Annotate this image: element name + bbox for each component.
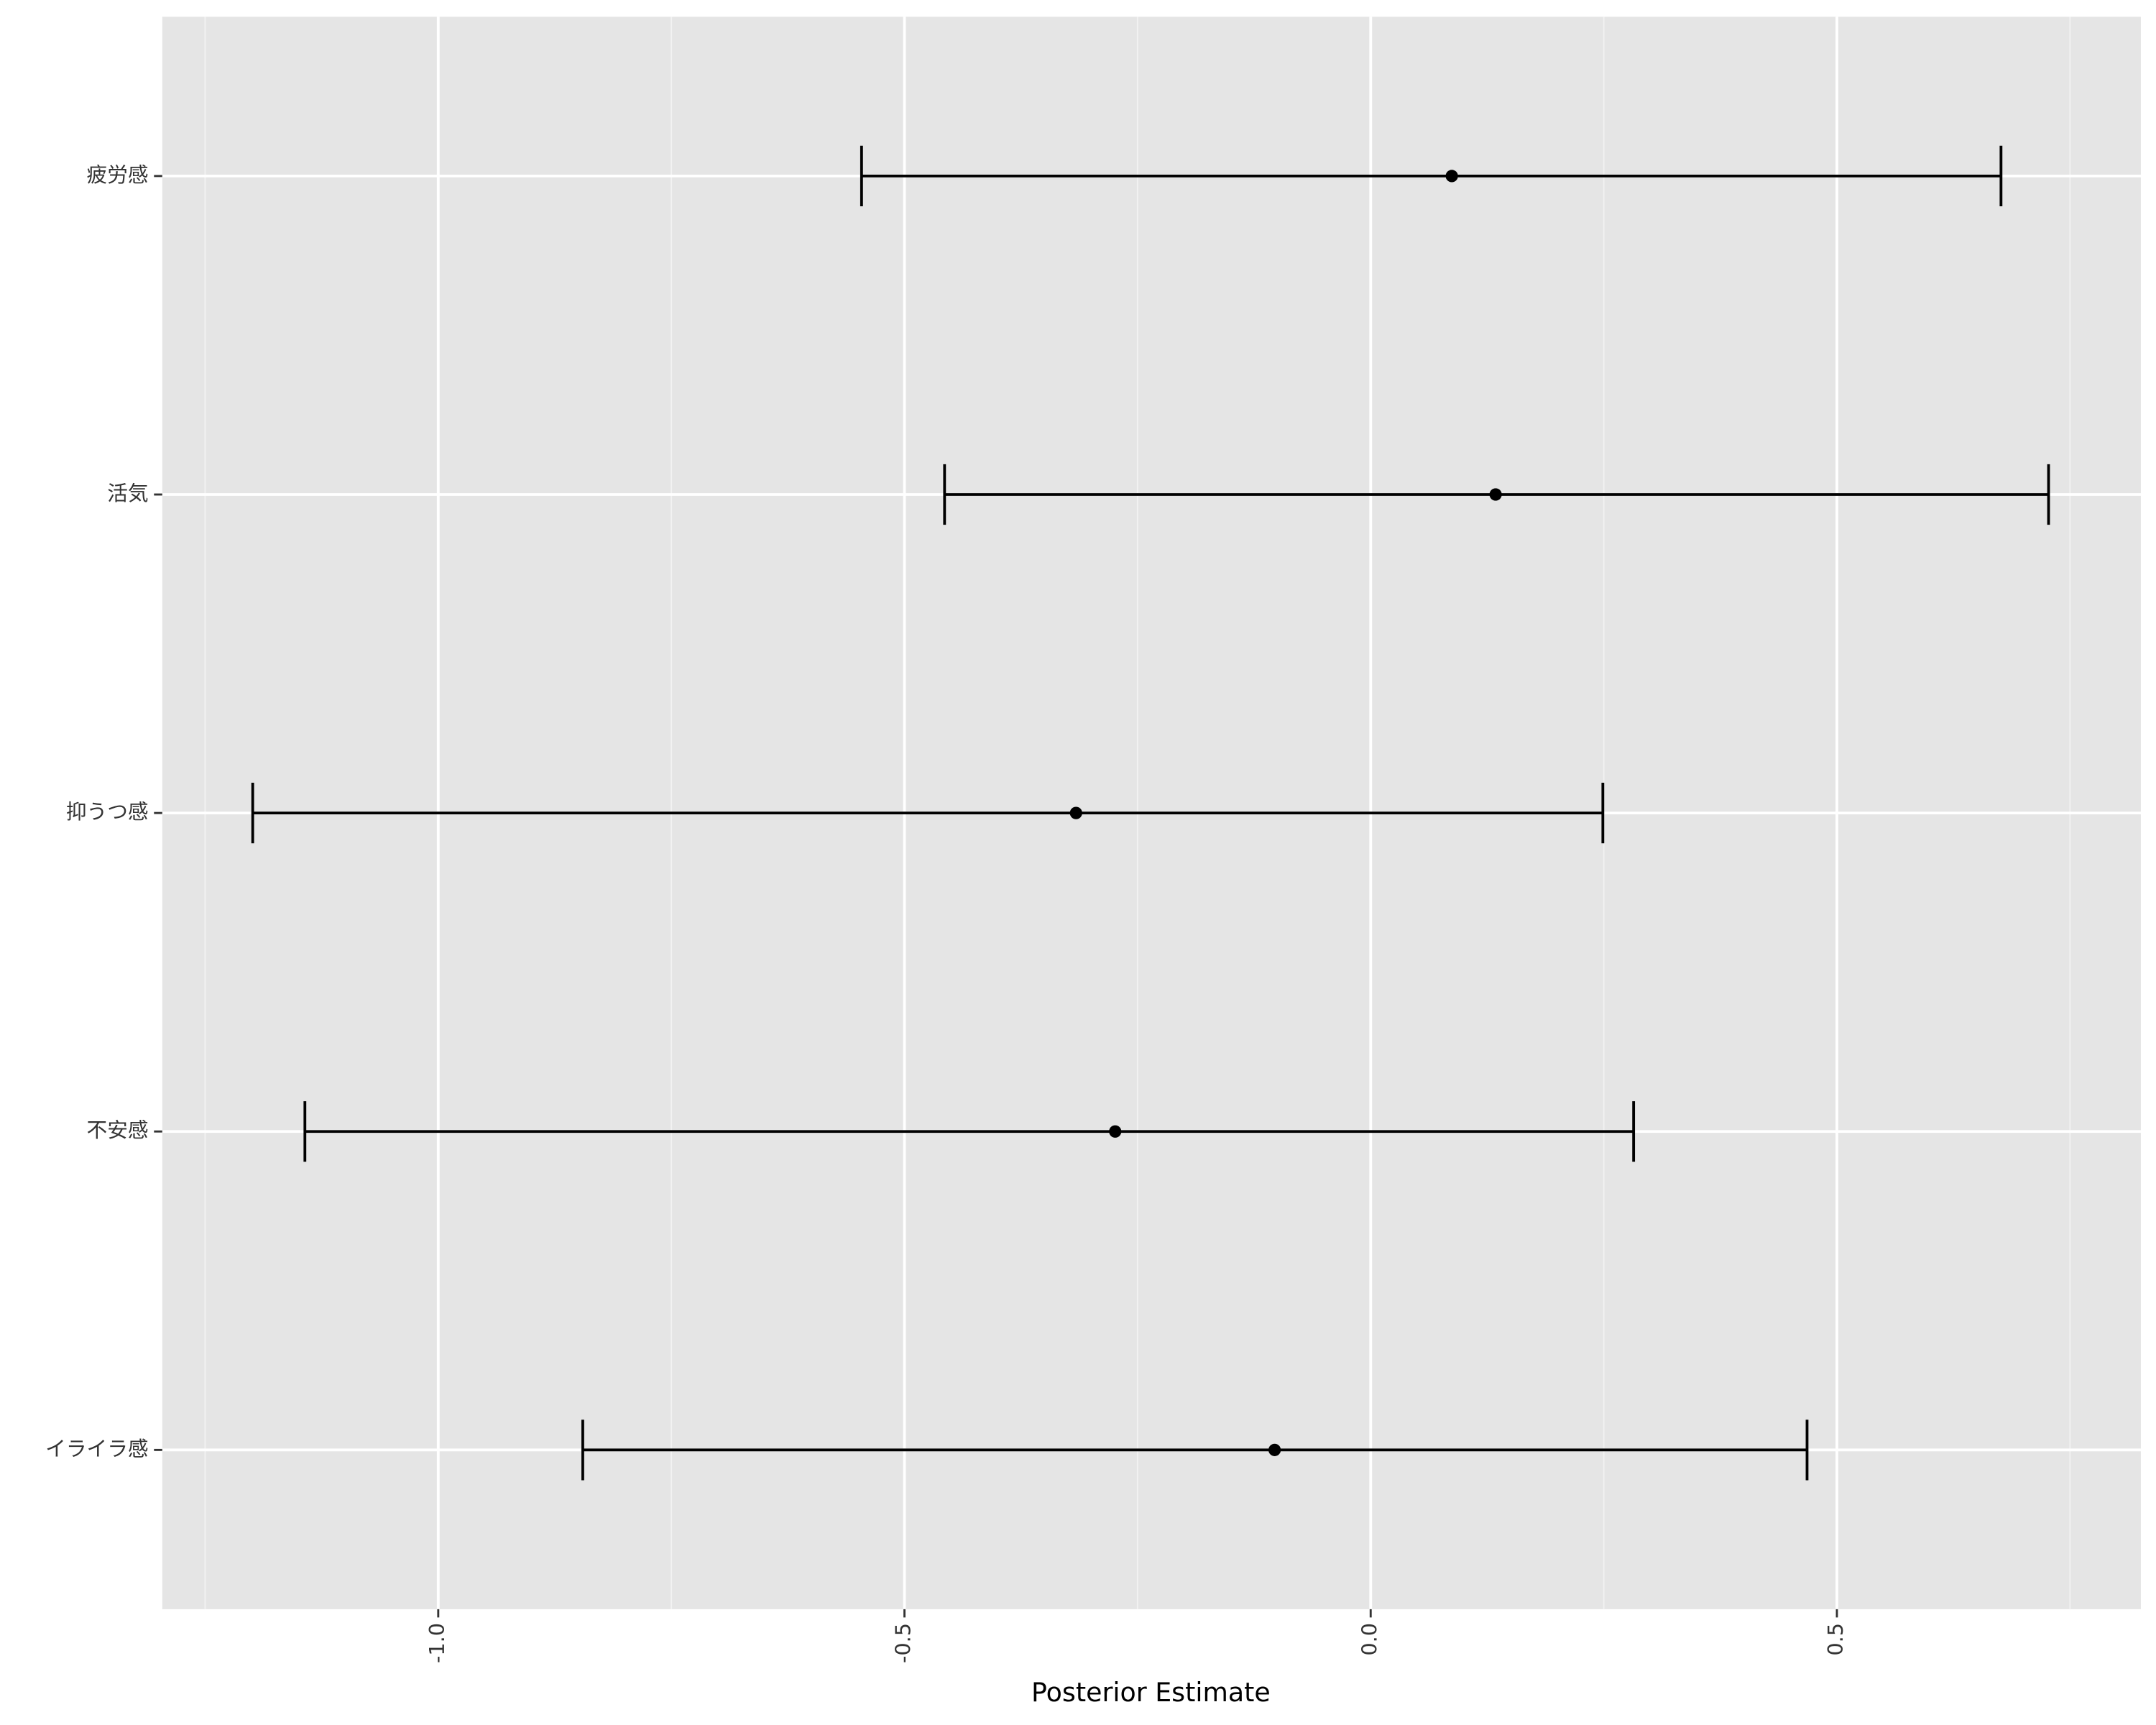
y-tick-label: イライラ感 bbox=[45, 1436, 148, 1460]
x-tick-label: 0.0 bbox=[1357, 1623, 1381, 1656]
x-tick-label: 0.5 bbox=[1823, 1623, 1848, 1656]
estimate-point bbox=[1489, 488, 1502, 501]
y-tick-label: 疲労感 bbox=[87, 162, 149, 187]
estimate-point bbox=[1109, 1125, 1122, 1138]
y-tick-label: 不安感 bbox=[87, 1118, 149, 1142]
y-tick-label: 抑うつ感 bbox=[66, 799, 149, 824]
x-tick-label: -0.5 bbox=[891, 1623, 916, 1663]
estimate-point bbox=[1268, 1443, 1281, 1456]
estimate-point bbox=[1445, 170, 1458, 183]
x-tick-label: -1.0 bbox=[425, 1623, 449, 1663]
x-axis-title: Posterior Estimate bbox=[1031, 1677, 1271, 1708]
y-tick-label: 活気 bbox=[107, 481, 148, 505]
marks bbox=[251, 145, 2050, 1481]
estimate-point bbox=[1069, 806, 1082, 819]
